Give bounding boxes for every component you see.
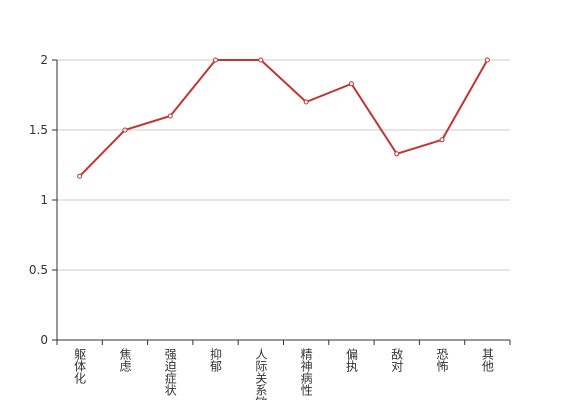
y-tick-label: 1 <box>40 193 48 207</box>
y-tick-label: 2 <box>40 53 48 67</box>
point <box>484 57 490 63</box>
point <box>77 173 83 179</box>
x-tick-label: 精神病性 <box>299 348 313 397</box>
x-tick-label: 人际关系敏感 <box>254 348 268 400</box>
line <box>78 59 489 177</box>
point <box>394 151 400 157</box>
point <box>348 81 354 87</box>
x-tick-label: 抑郁 <box>209 347 223 373</box>
point <box>258 57 264 63</box>
x-tick-label: 其他 <box>480 348 494 372</box>
y-tick-label: 0 <box>40 333 48 347</box>
x-tick-label: 躯体化 <box>73 347 87 385</box>
x-tick-label: 焦虑 <box>118 348 132 372</box>
point <box>303 99 309 105</box>
point <box>122 127 128 133</box>
point <box>439 137 445 143</box>
y-tick-label: 0.5 <box>29 263 48 277</box>
x-tick-label: 偏执 <box>344 347 358 373</box>
x-tick-label: 敌对 <box>390 347 404 372</box>
x-tick-label: 强迫症状 <box>163 348 177 396</box>
x-tick-label: 恐怖 <box>435 348 449 372</box>
point <box>167 113 173 119</box>
point <box>213 57 219 63</box>
y-tick-label: 1.5 <box>29 123 48 137</box>
